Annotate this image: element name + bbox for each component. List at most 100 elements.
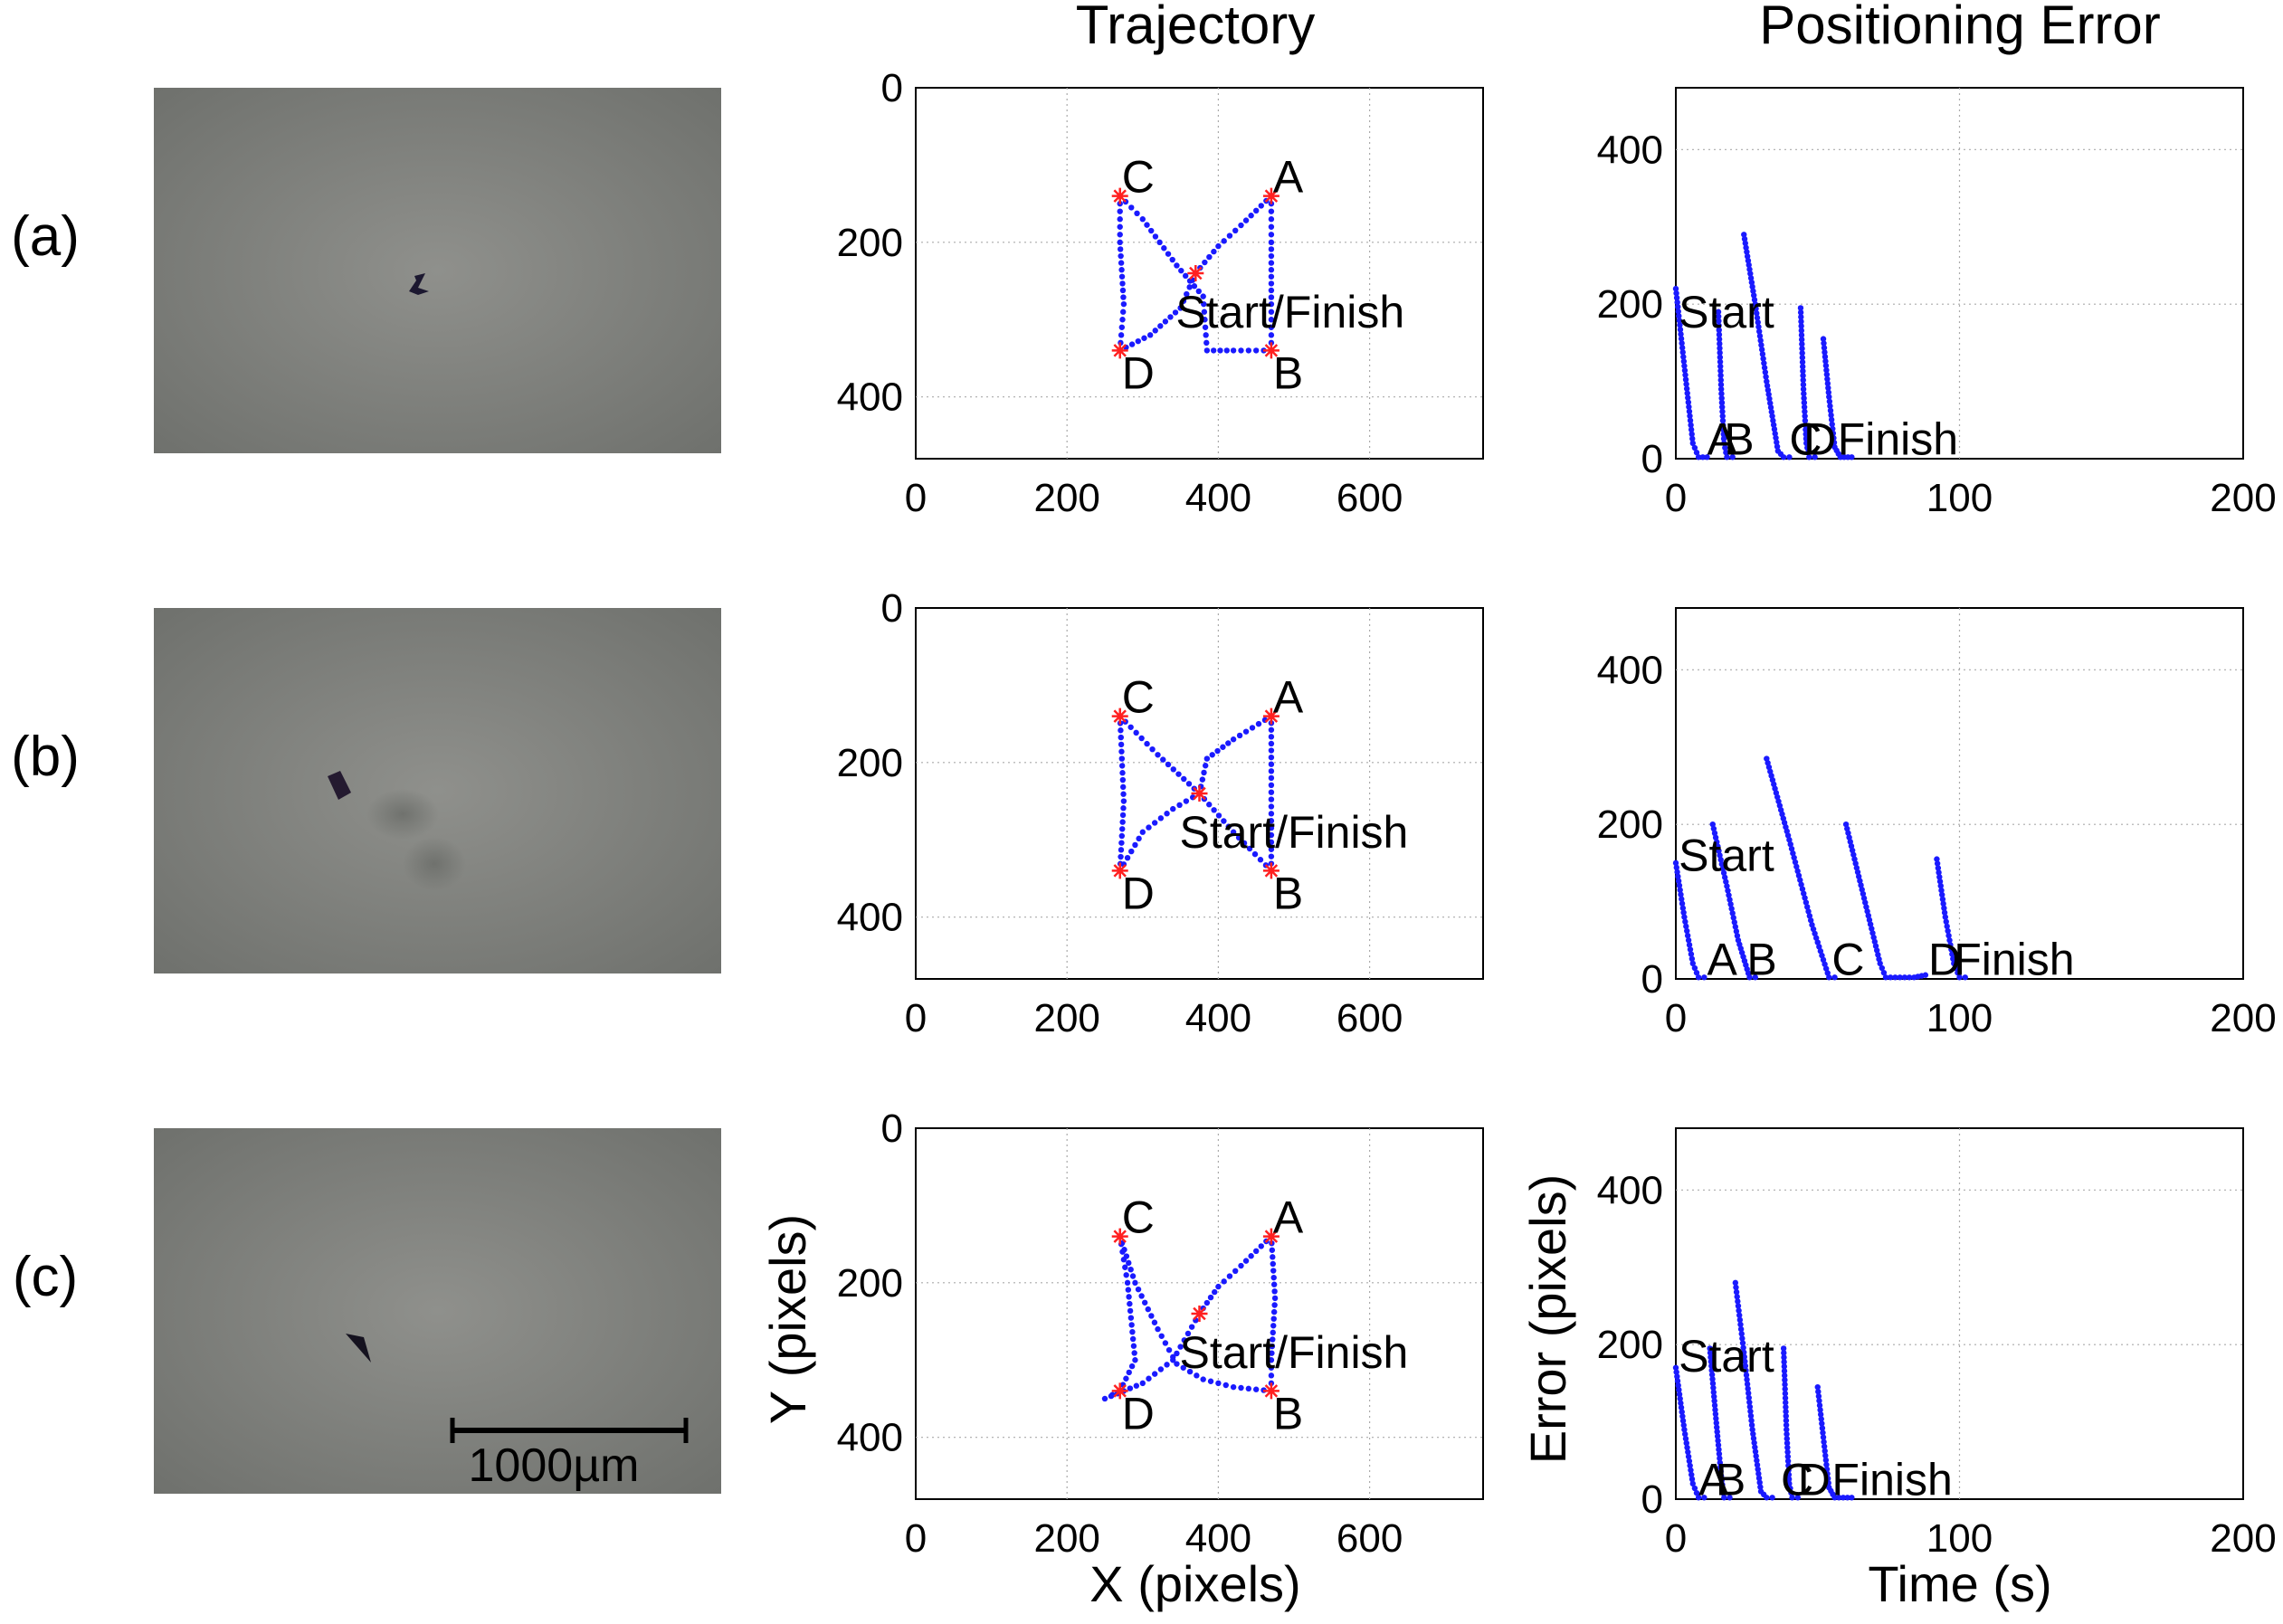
error-point xyxy=(1797,309,1804,316)
error-point xyxy=(1949,951,1955,957)
x-tick-label: 200 xyxy=(2210,996,2276,1040)
error-point xyxy=(1689,440,1697,447)
trajectory-point xyxy=(1158,1333,1165,1339)
error-point xyxy=(1686,942,1693,948)
error-point xyxy=(1906,974,1913,981)
error-point xyxy=(1829,421,1835,428)
error-point xyxy=(1781,1354,1787,1361)
error-point xyxy=(1821,345,1828,351)
error-point xyxy=(1714,839,1720,845)
trajectory-point xyxy=(1128,1322,1135,1328)
microrobot-a xyxy=(409,273,429,295)
error-point xyxy=(1797,877,1803,883)
error-point xyxy=(1785,1462,1792,1469)
error-point xyxy=(1962,974,1968,981)
error-point xyxy=(1741,1353,1747,1360)
trajectory-point xyxy=(1238,222,1244,229)
error-point xyxy=(1936,878,1944,885)
error-point xyxy=(1689,1480,1697,1487)
trajectory-point xyxy=(1118,252,1124,260)
error-point xyxy=(1717,367,1724,375)
trajectory-point xyxy=(1226,233,1233,239)
error-point xyxy=(1882,974,1889,981)
error-point xyxy=(1679,349,1686,356)
error-point xyxy=(1675,1382,1681,1389)
trajectory-point xyxy=(1188,1324,1195,1330)
error-point xyxy=(1800,385,1807,393)
trajectory-point xyxy=(1242,728,1250,735)
trajectory-point xyxy=(1268,740,1275,747)
waypoint-marker xyxy=(1111,1382,1128,1400)
error-point xyxy=(1848,842,1855,850)
error-point xyxy=(1681,1430,1688,1438)
error-point xyxy=(1831,1495,1838,1501)
error-point xyxy=(1872,943,1879,949)
error-point xyxy=(1678,331,1684,337)
trajectory-point xyxy=(1117,239,1123,246)
error-point xyxy=(1685,399,1692,405)
error-point xyxy=(1826,394,1832,400)
error-point xyxy=(1734,1294,1740,1300)
error-point xyxy=(1765,391,1772,398)
error-point xyxy=(1812,930,1818,937)
error-point xyxy=(1743,1372,1750,1379)
trajectory-point xyxy=(1202,317,1208,323)
waypoint-label: C xyxy=(1122,1192,1155,1243)
error-label: Start xyxy=(1679,287,1774,337)
error-point xyxy=(1863,904,1869,910)
trajectory-point xyxy=(1170,1357,1176,1363)
error-point xyxy=(1682,1435,1689,1442)
error-point xyxy=(1717,385,1725,393)
error-point xyxy=(1936,869,1942,876)
trajectory-point xyxy=(1156,239,1163,246)
trajectory-point xyxy=(1268,824,1275,831)
error-point xyxy=(1935,865,1942,871)
error-point xyxy=(1824,1475,1831,1482)
micrograph-c: 1000µm xyxy=(154,1128,721,1494)
error-point xyxy=(1802,422,1809,429)
trajectory-point xyxy=(1203,1299,1211,1306)
error-point xyxy=(1751,297,1758,303)
trajectory-point xyxy=(1270,1281,1278,1287)
trajectory-point xyxy=(1155,752,1161,758)
error-point xyxy=(1847,839,1854,845)
error-point xyxy=(1755,1466,1761,1473)
error-point xyxy=(1824,1470,1831,1477)
error-point xyxy=(1688,431,1695,438)
error-label: C xyxy=(1831,935,1864,985)
error-point xyxy=(1818,1416,1824,1422)
error-point xyxy=(1672,1364,1679,1371)
error-point xyxy=(1688,426,1695,433)
error-point xyxy=(1683,923,1689,930)
error-point xyxy=(1819,1420,1825,1427)
trajectory-point xyxy=(1270,1329,1276,1336)
error-point xyxy=(1719,1486,1727,1492)
error-point xyxy=(1788,845,1795,852)
x-tick-label: 0 xyxy=(1665,1516,1687,1561)
trajectory-point xyxy=(1221,818,1227,824)
trajectory-point xyxy=(1119,287,1127,294)
trajectory-point xyxy=(1126,1259,1132,1267)
trajectory-point xyxy=(1128,341,1136,347)
error-point xyxy=(1822,358,1829,365)
y-tick-label: 0 xyxy=(1641,1477,1663,1522)
trajectory-chart-b: 0 200 400 600 0 200 400 C A Start/Finish D B xyxy=(837,586,1484,1040)
trajectory-point xyxy=(1202,763,1209,769)
trajectory-point xyxy=(1268,239,1275,246)
error-point xyxy=(1757,1484,1764,1490)
error-point xyxy=(1681,914,1688,920)
error-point xyxy=(1756,333,1764,339)
error-point xyxy=(1864,908,1870,915)
error-point xyxy=(1752,300,1758,308)
error-point xyxy=(1764,378,1770,385)
trajectory-point xyxy=(1215,242,1222,250)
error-point xyxy=(1764,1495,1770,1501)
error-point xyxy=(1715,843,1721,850)
error-point xyxy=(1810,926,1817,933)
error-point xyxy=(1682,372,1688,378)
trajectory-point xyxy=(1118,832,1126,840)
error-point xyxy=(1879,964,1886,972)
error-point xyxy=(1717,340,1723,347)
trajectory-point xyxy=(1195,288,1203,295)
